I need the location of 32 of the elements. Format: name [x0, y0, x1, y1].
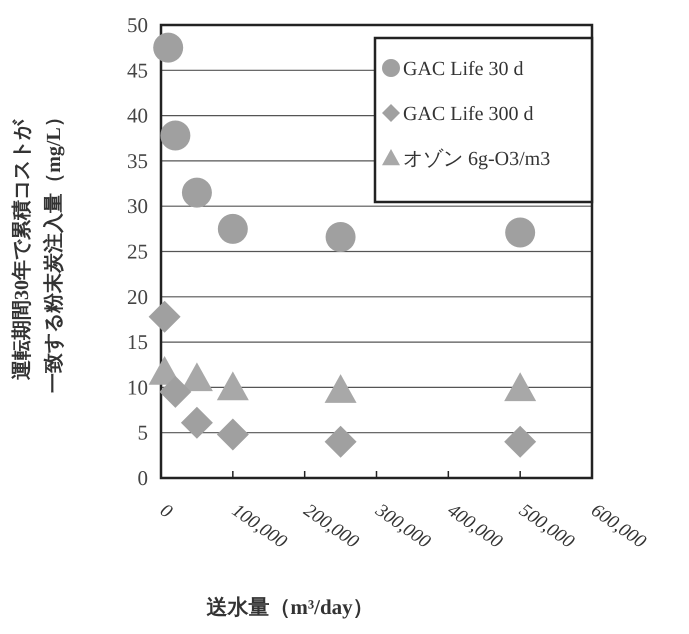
point [148, 300, 181, 333]
point [324, 374, 357, 403]
y-tick-label: 5 [138, 420, 148, 445]
point [180, 406, 213, 439]
y-tick-label: 25 [127, 240, 148, 264]
point [504, 372, 536, 402]
y-tick-label: 10 [127, 375, 148, 400]
point [153, 32, 184, 63]
x-tick-label: 0 [156, 500, 176, 523]
point [326, 222, 356, 252]
point [324, 426, 357, 458]
y-tick-label: 15 [127, 330, 148, 354]
y-tick-label: 30 [127, 194, 148, 218]
y-tick-label: 0 [138, 466, 148, 490]
x-axis-title: 送水量（m³/day） [206, 595, 374, 619]
y-tick-label: 45 [127, 58, 148, 82]
y-tick-label: 20 [127, 284, 148, 309]
point [218, 214, 248, 244]
y-tick-label: 35 [127, 148, 148, 173]
point [182, 178, 212, 208]
point [159, 376, 192, 408]
ylabel: 運転期間30年で累積コストが一致する粉末炭注入量（mg/L） [11, 107, 65, 393]
y-tick-label: 40 [127, 104, 148, 128]
y-tick-label: 50 [127, 13, 148, 37]
point [216, 418, 249, 451]
point [216, 371, 249, 400]
point [504, 426, 536, 458]
point [505, 217, 536, 248]
legend-label: GAC Life 300 d [403, 103, 534, 125]
legend-label: GAC Life 30 d [403, 58, 524, 80]
point [160, 120, 190, 151]
legend-label: オゾン 6g-O3/m3 [403, 148, 550, 170]
